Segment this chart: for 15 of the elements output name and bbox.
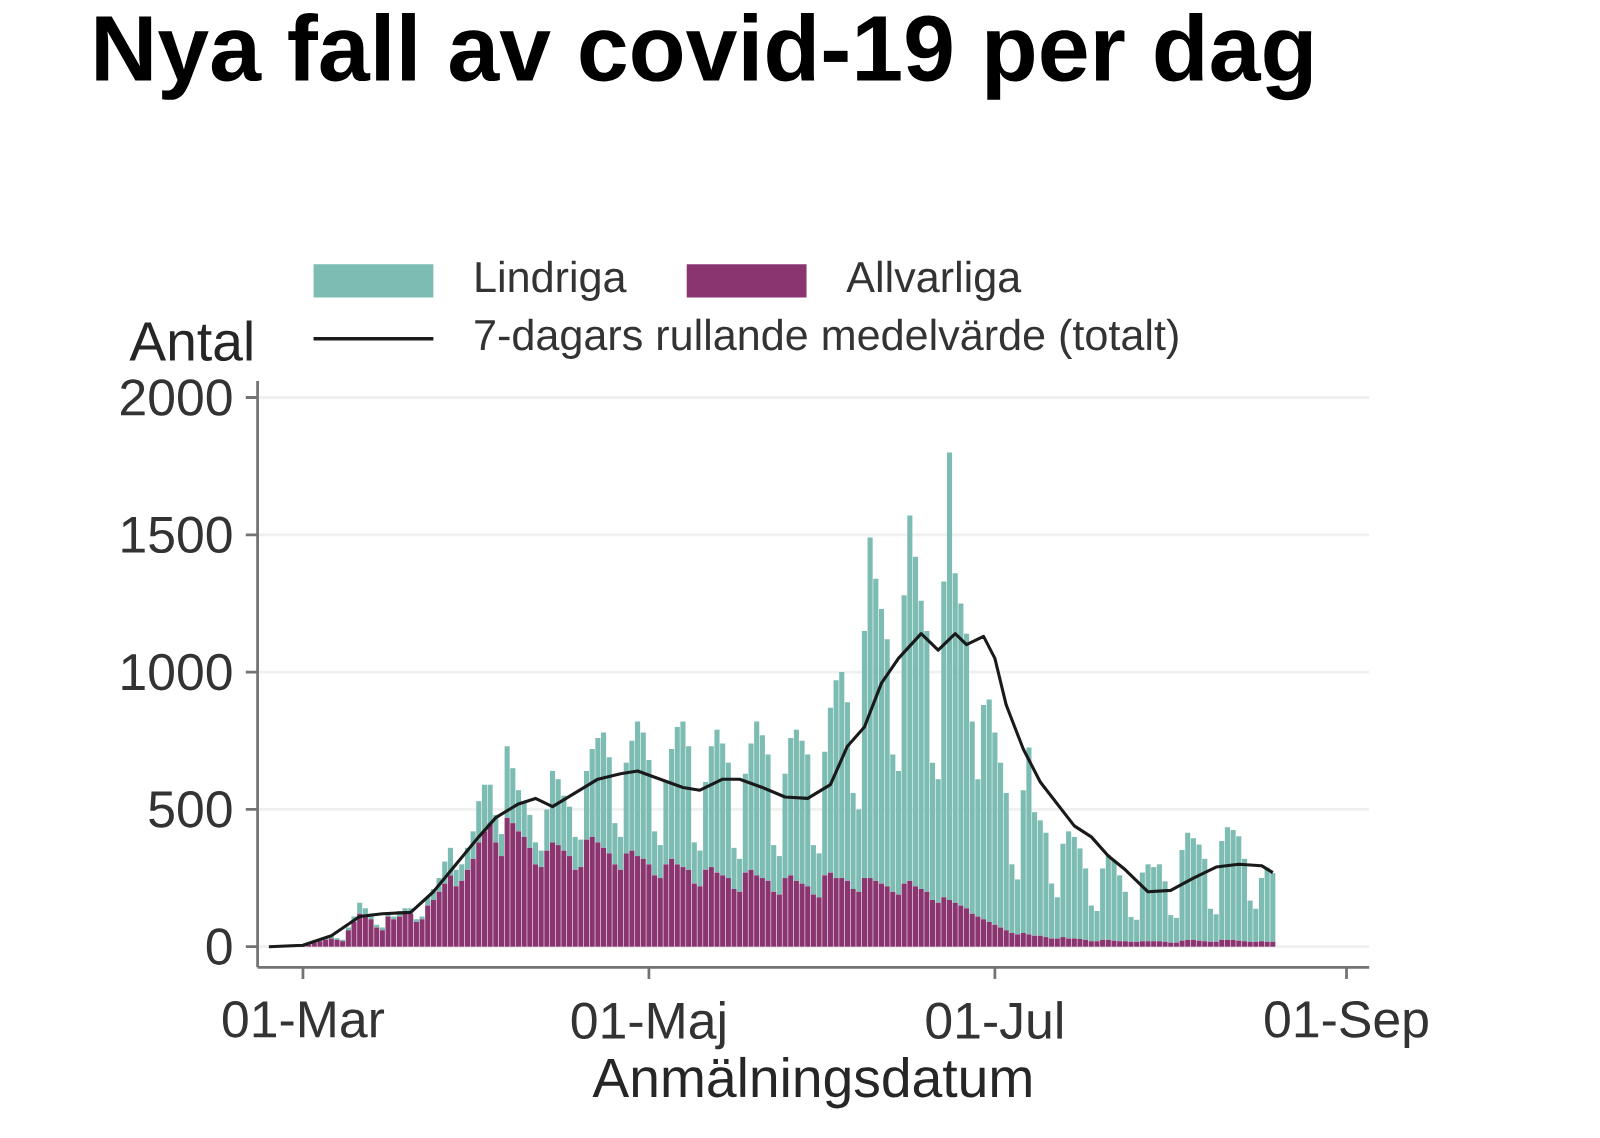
y-tick-label: 2000 [121,379,232,416]
y-tick-label: 1500 [122,516,232,554]
legend-label: Allvarliga [846,260,1022,301]
x-tick-label: 01-Sep [1265,1001,1428,1048]
x-tick-label: 01-Jul [926,1001,1062,1040]
y-axis-title: Antal [129,320,252,361]
y-tick-label: 0 [206,928,232,965]
y-tick-label: 500 [149,790,232,828]
chart-title: Nya fall av covid-19 per dag [96,12,1312,101]
legend-label: Lindriga [476,260,627,301]
legend-label: 7-dagars rullande medelvärde (totalt) [475,318,1178,359]
y-tick-label: 1000 [122,653,232,691]
x-tick-label: 01-Maj [571,1001,725,1050]
x-axis-title: Anmälningsdatum [592,1056,1031,1109]
x-tick-label: 01-Mar [222,1001,385,1038]
